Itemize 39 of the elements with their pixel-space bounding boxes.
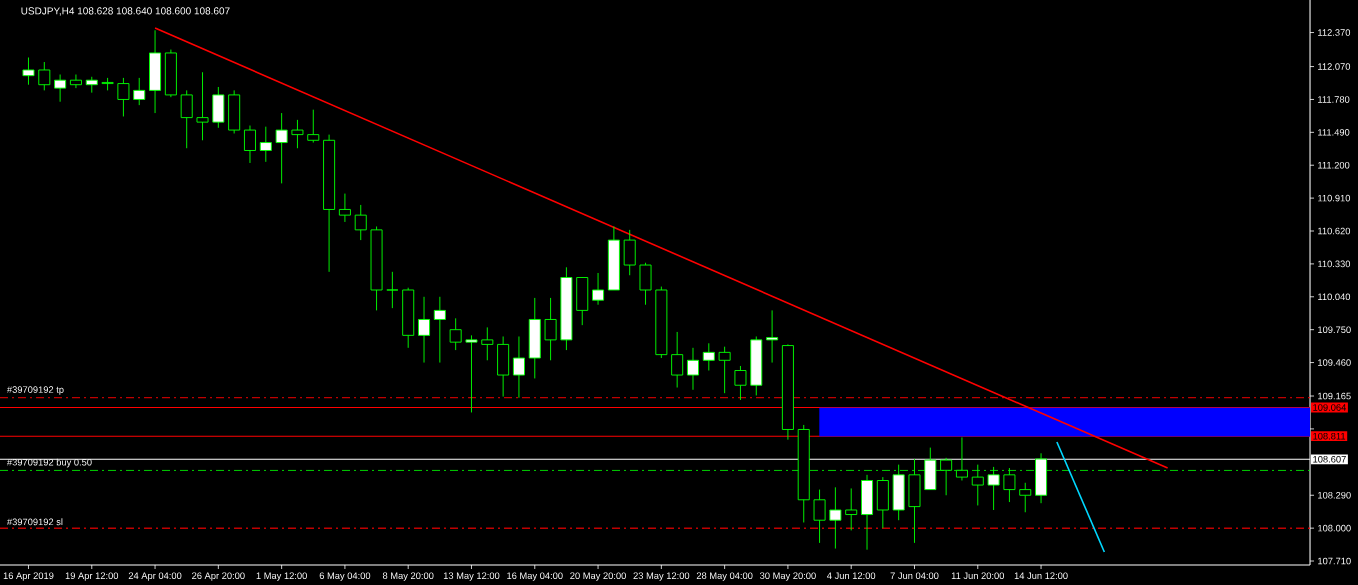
y-tick-label: 109.750 <box>1318 326 1351 333</box>
ref-line-label: 108.607 <box>1313 456 1346 463</box>
x-tick-label: 7 Jun 04:00 <box>890 572 939 579</box>
x-tick-label: 20 May 20:00 <box>570 572 626 581</box>
x-tick-label: 28 May 04:00 <box>696 572 753 581</box>
x-tick-label: 23 May 12:00 <box>633 572 690 581</box>
y-tick-label: 110.330 <box>1318 260 1351 268</box>
x-tick-label: 8 May 20:00 <box>382 572 434 581</box>
x-tick-label: 24 Apr 04:00 <box>128 572 182 581</box>
x-tick-label: 11 Jun 20:00 <box>951 572 1005 579</box>
x-tick-label: 16 Apr 2019 <box>3 572 54 581</box>
y-tick-label: 108.290 <box>1318 491 1351 499</box>
x-tick-label: 26 Apr 20:00 <box>192 572 245 581</box>
ref-line-label: #39709192 tp <box>6 386 64 395</box>
ref-line-label: #39709192 buy 0.50 <box>6 458 92 468</box>
ref-line-label: 108.811 <box>1313 432 1346 440</box>
y-tick-label: 111.490 <box>1318 129 1350 136</box>
y-tick-label: 110.910 <box>1318 194 1351 202</box>
y-tick-label: 110.620 <box>1318 227 1351 235</box>
x-tick-label: 13 May 12:00 <box>443 572 500 581</box>
x-tick-label: 30 May 20:00 <box>759 572 816 581</box>
y-tick-label: 107.710 <box>1318 557 1351 565</box>
x-tick-label: 14 Jun 12:00 <box>1014 572 1068 579</box>
y-tick-label: 112.070 <box>1318 63 1351 70</box>
x-tick-label: 6 May 04:00 <box>319 572 371 581</box>
ref-line-label: #39709192 sl <box>6 518 63 526</box>
text: USDJPY,H4 108.628 108.640 108.600 108.607 <box>21 7 230 16</box>
y-tick-label: 111.200 <box>1318 161 1350 169</box>
y-tick-label: 112.370 <box>1318 29 1351 36</box>
y-tick-label: 109.460 <box>1318 359 1351 366</box>
ref-line-label: 109.064 <box>1313 404 1347 411</box>
x-tick-label: 4 Jun 12:00 <box>827 572 876 579</box>
y-tick-label: 111.780 <box>1318 96 1350 103</box>
y-tick-label: 110.040 <box>1318 293 1351 301</box>
x-tick-label: 16 May 04:00 <box>507 572 563 581</box>
x-tick-label: 19 Apr 12:00 <box>65 572 119 581</box>
y-tick-label: 109.165 <box>1318 392 1351 400</box>
y-tick-label: 108.000 <box>1318 524 1351 532</box>
x-tick-label: 1 May 12:00 <box>256 572 307 581</box>
